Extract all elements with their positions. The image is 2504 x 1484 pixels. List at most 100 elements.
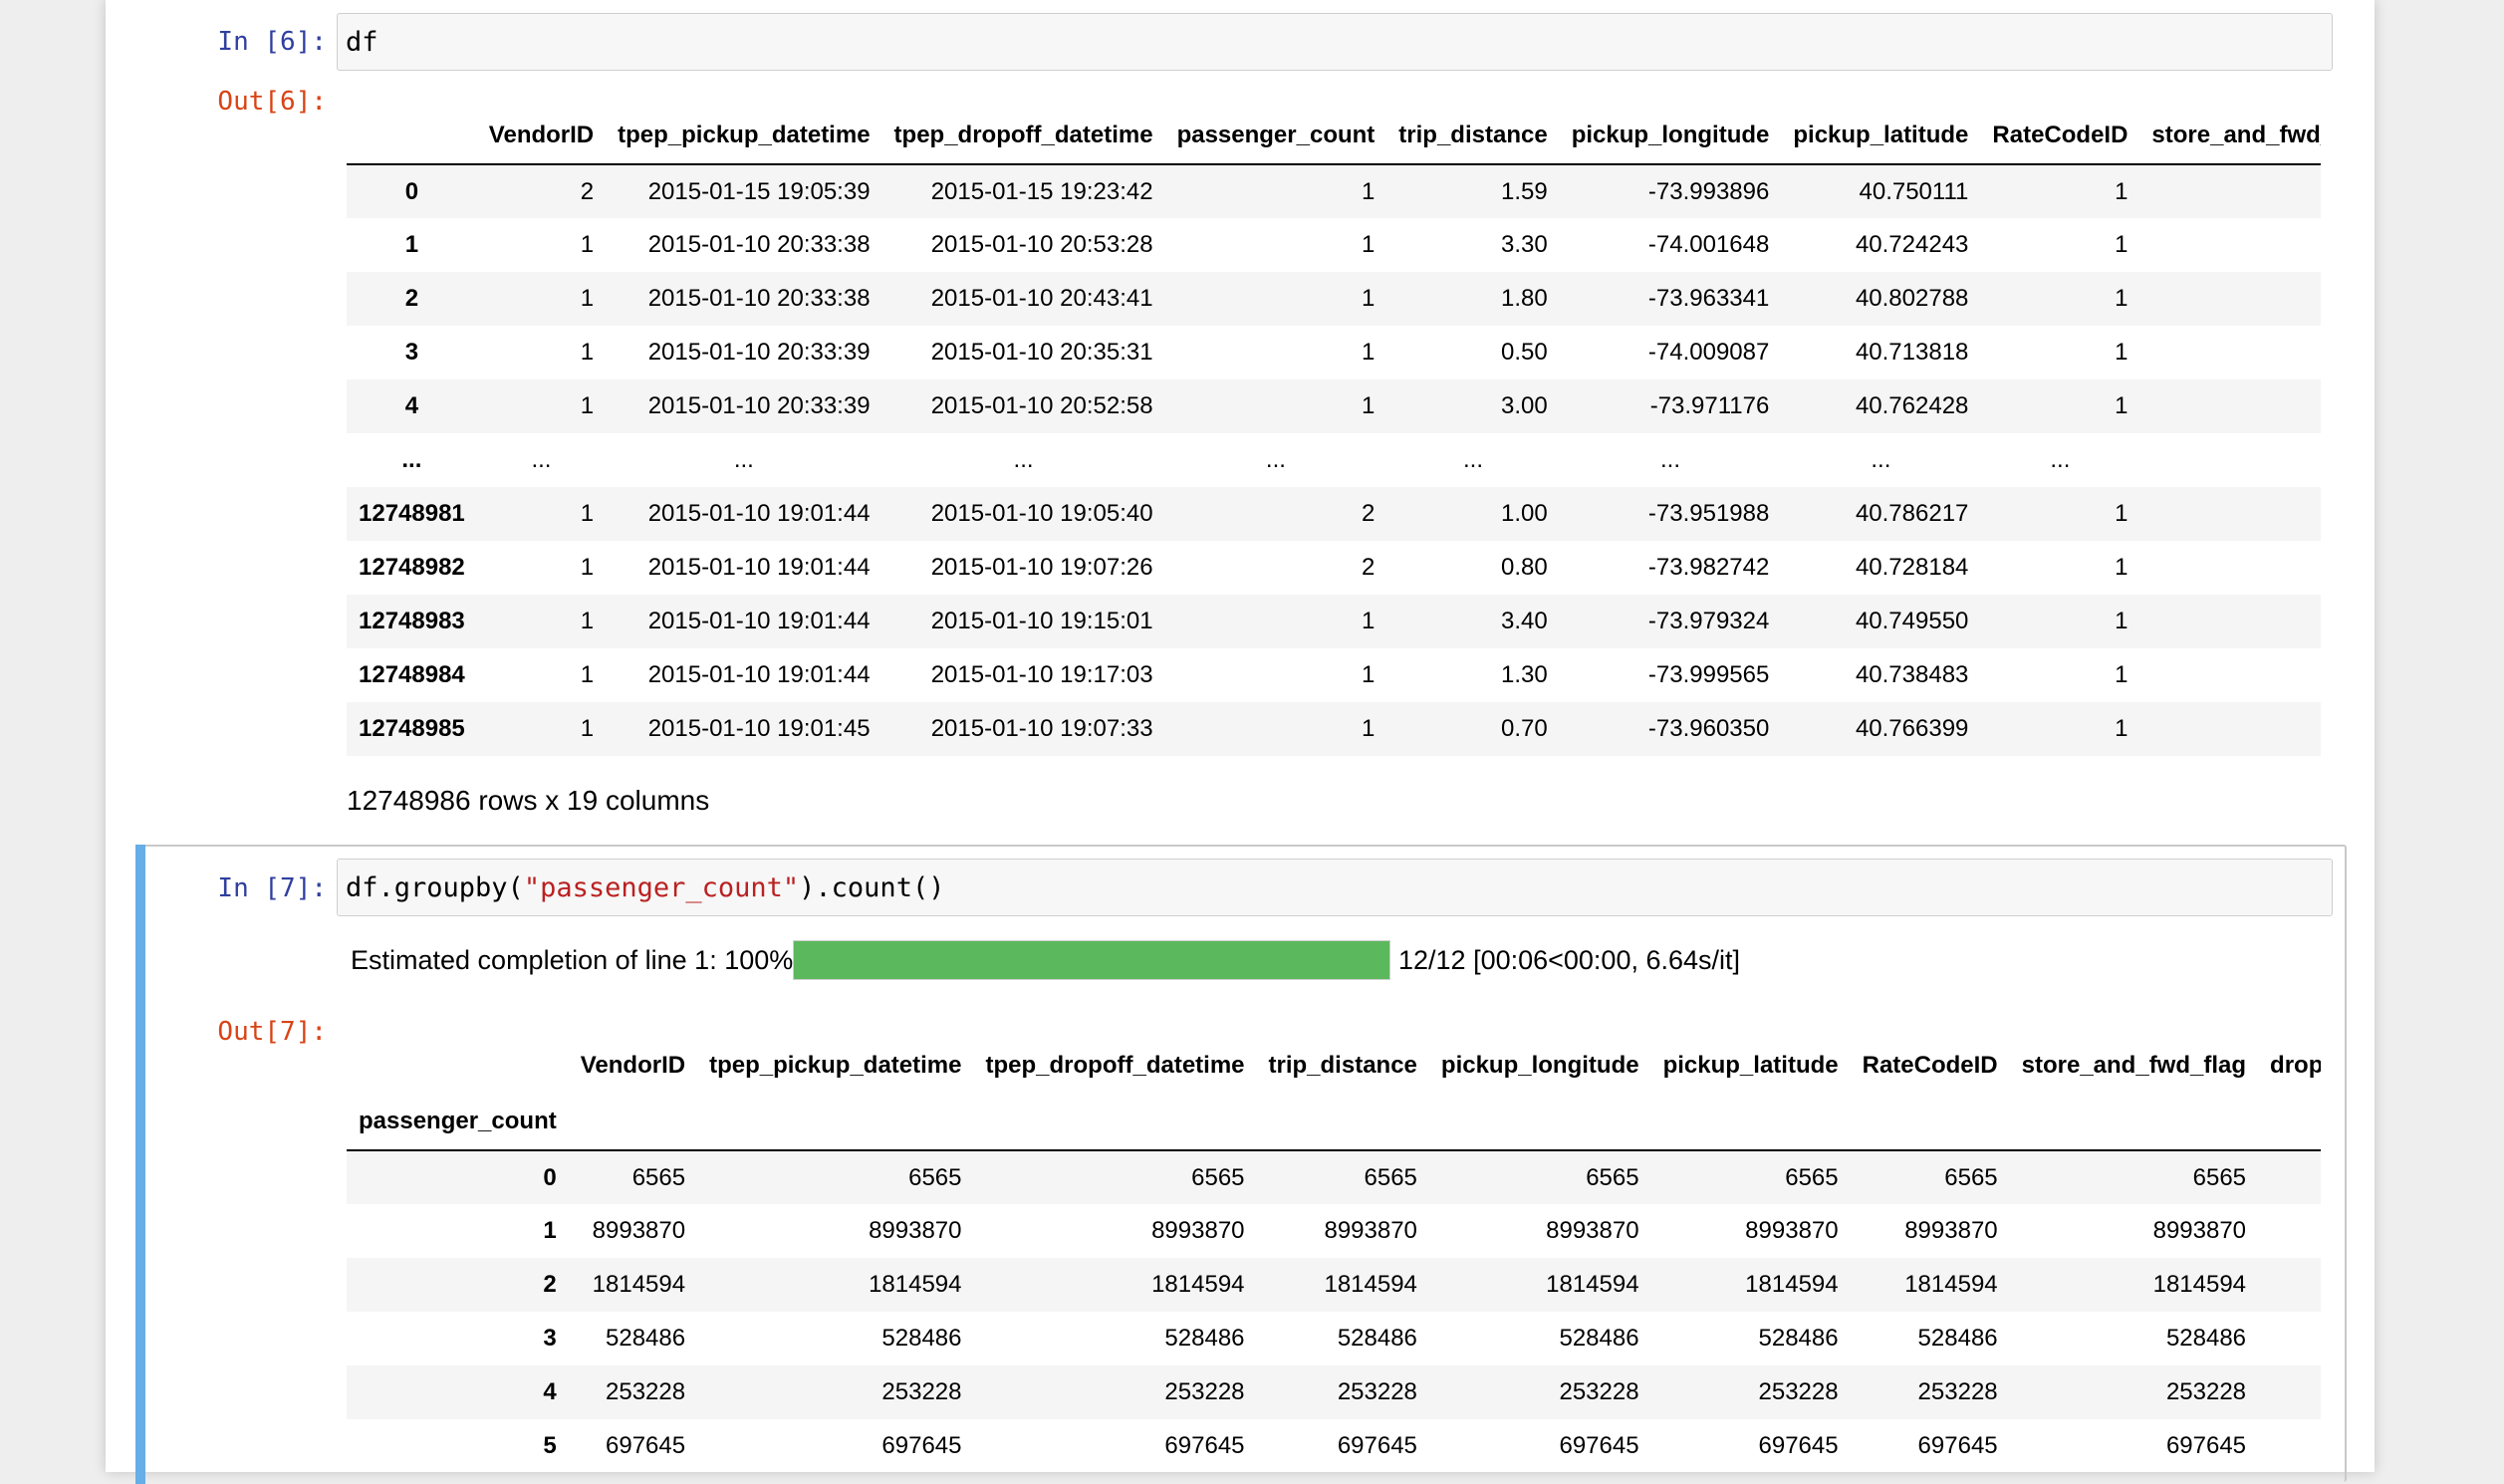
table-cell: 8993870 bbox=[1904, 1217, 1998, 1244]
table-cell: 528486 bbox=[606, 1325, 686, 1352]
code-input-6[interactable]: df bbox=[337, 13, 2333, 71]
table-cell: 528486 bbox=[881, 1325, 962, 1352]
table-row: 0 6565 6565 6565 6565 6565 6565 6565 6565 6565 bbox=[347, 1150, 2321, 1204]
table-cell: 1 bbox=[2115, 500, 2128, 527]
row-index: 12748984 bbox=[359, 661, 465, 688]
table-cell: 253228 bbox=[1559, 1378, 1639, 1405]
table-cell: -73.999565 bbox=[1647, 661, 1770, 688]
code-call: df.groupby( bbox=[346, 872, 524, 903]
table-cell: 1814594 bbox=[1745, 1271, 1839, 1298]
table-cell: -74.009087 bbox=[1647, 339, 1770, 366]
table-cell: 6565 bbox=[2258, 1150, 2321, 1204]
table-cell: 528486 bbox=[2258, 1312, 2321, 1365]
table-row: 4 253228 253228 253228 253228 253228 253228 253… bbox=[347, 1365, 2321, 1419]
table-cell: 1 bbox=[1361, 608, 1376, 634]
table-cell: 528486 bbox=[1917, 1325, 1998, 1352]
table-cell: ... bbox=[1871, 446, 1891, 473]
table-cell: 697645 bbox=[2258, 1419, 2321, 1472]
table-cell: ... bbox=[2050, 446, 2071, 473]
table-cell: -73.971176 bbox=[1649, 392, 1770, 419]
table-cell: 8993870 bbox=[1745, 1217, 1839, 1244]
column-header: store_and_fwd_flag bbox=[2021, 1052, 2247, 1079]
table-cell: 1814594 bbox=[869, 1271, 962, 1298]
table-cell: 253228 bbox=[1917, 1378, 1998, 1405]
table-cell bbox=[2139, 272, 2321, 326]
table-cell bbox=[2139, 218, 2321, 272]
row-index: 4 bbox=[404, 392, 419, 419]
header-spacer bbox=[2258, 1094, 2321, 1151]
table-row: 2 1814594 1814594 1814594 1814594 1814594 1814… bbox=[347, 1258, 2321, 1312]
table-cell: 697645 bbox=[1337, 1432, 1417, 1459]
table-cell: 528486 bbox=[1337, 1325, 1417, 1352]
table-cell: 1814594 bbox=[1904, 1271, 1998, 1298]
table-cell: 2015-01-15 19:05:39 bbox=[647, 177, 871, 205]
table-cell: 6565 bbox=[908, 1163, 962, 1191]
table-cell: 2015-01-10 19:15:01 bbox=[930, 608, 1153, 634]
table-cell: 1 bbox=[2115, 554, 2128, 581]
table-cell: 1 bbox=[2115, 285, 2128, 312]
code-call-end: ).count() bbox=[799, 872, 945, 903]
output-prompt-6: Out[6]: bbox=[217, 87, 327, 117]
table-cell: 1.80 bbox=[1500, 285, 1548, 312]
table-cell: 40.750111 bbox=[1859, 177, 1969, 205]
table-cell: 2015-01-10 19:01:44 bbox=[647, 661, 871, 688]
dataframe-output-6: VendorID tpep_pickup_datetime tpep_dropoff… bbox=[347, 108, 2321, 757]
table-row: 12748981 1 2015-01-10 19:01:44 2015-01-10 1… bbox=[347, 487, 2321, 541]
table-cell: 6565 bbox=[2192, 1163, 2247, 1191]
row-index: 1 bbox=[404, 231, 419, 258]
index-header-blank bbox=[347, 1038, 569, 1094]
code-input-7[interactable]: df.groupby("passenger_count").count() bbox=[337, 859, 2333, 916]
table-cell: 1 bbox=[2115, 177, 2128, 205]
table-cell bbox=[2139, 595, 2321, 648]
table-cell: 253228 bbox=[1758, 1378, 1839, 1405]
table-cell: ... bbox=[733, 446, 754, 473]
table-row: 4 1 2015-01-10 20:33:39 2015-01-10 20:52:58… bbox=[347, 379, 2321, 433]
table-cell: 1 bbox=[580, 392, 595, 419]
dataframe-table: VendorID tpep_pickup_datetime tpep_dropoff… bbox=[347, 108, 2321, 756]
table-cell: 2015-01-10 20:53:28 bbox=[930, 231, 1153, 258]
dataframe-shape-summary: 12748986 rows x 19 columns bbox=[347, 785, 710, 816]
header-spacer bbox=[1256, 1094, 1429, 1151]
column-header: pickup_latitude bbox=[1662, 1052, 1839, 1079]
table-cell: 40.762428 bbox=[1855, 392, 1969, 419]
table-cell: 253228 bbox=[881, 1378, 962, 1405]
table-cell: 2015-01-10 20:33:39 bbox=[647, 339, 871, 366]
table-cell bbox=[2139, 326, 2321, 379]
table-cell: 8993870 bbox=[2258, 1204, 2321, 1258]
row-index: 2 bbox=[543, 1271, 557, 1298]
table-cell: 528486 bbox=[2165, 1325, 2247, 1352]
header-spacer bbox=[1650, 1094, 1851, 1151]
table-cell: 8993870 bbox=[1324, 1217, 1417, 1244]
table-cell: ... bbox=[1265, 446, 1286, 473]
table-cell: 697645 bbox=[1559, 1432, 1639, 1459]
table-cell: 6565 bbox=[1944, 1163, 1998, 1191]
table-cell: 3.00 bbox=[1500, 392, 1548, 419]
table-cell: 1814594 bbox=[592, 1271, 686, 1298]
table-cell: 0.50 bbox=[1500, 339, 1548, 366]
table-cell: 8993870 bbox=[1151, 1217, 1245, 1244]
header-spacer bbox=[1850, 1094, 2010, 1151]
table-cell: 1814594 bbox=[2152, 1271, 2247, 1298]
table-cell: -73.982742 bbox=[1647, 554, 1770, 581]
table-cell: 0.80 bbox=[1500, 554, 1548, 581]
table-cell: 1.30 bbox=[1500, 661, 1548, 688]
column-header: tpep_pickup_datetime bbox=[709, 1052, 962, 1079]
table-cell: 1 bbox=[580, 661, 595, 688]
table-cell: 1 bbox=[580, 554, 595, 581]
selected-cell[interactable] bbox=[135, 845, 2347, 1484]
table-cell: 2 bbox=[580, 177, 595, 205]
table-cell: 2 bbox=[1361, 500, 1376, 527]
output-prompt-7: Out[7]: bbox=[217, 1017, 327, 1047]
table-cell: 528486 bbox=[1559, 1325, 1639, 1352]
table-cell bbox=[2139, 702, 2321, 756]
table-cell: 6565 bbox=[1364, 1163, 1417, 1191]
column-header: trip_distance bbox=[1386, 108, 1560, 165]
table-cell: 697645 bbox=[606, 1432, 686, 1459]
column-header: pickup_longitude bbox=[1559, 108, 1782, 165]
table-cell: 697645 bbox=[881, 1432, 962, 1459]
table-cell: 1 bbox=[1361, 715, 1376, 742]
table-cell: -73.979324 bbox=[1647, 608, 1770, 634]
table-cell: 1 bbox=[2115, 715, 2128, 742]
table-cell: -73.963341 bbox=[1647, 285, 1770, 312]
index-header bbox=[347, 108, 477, 165]
